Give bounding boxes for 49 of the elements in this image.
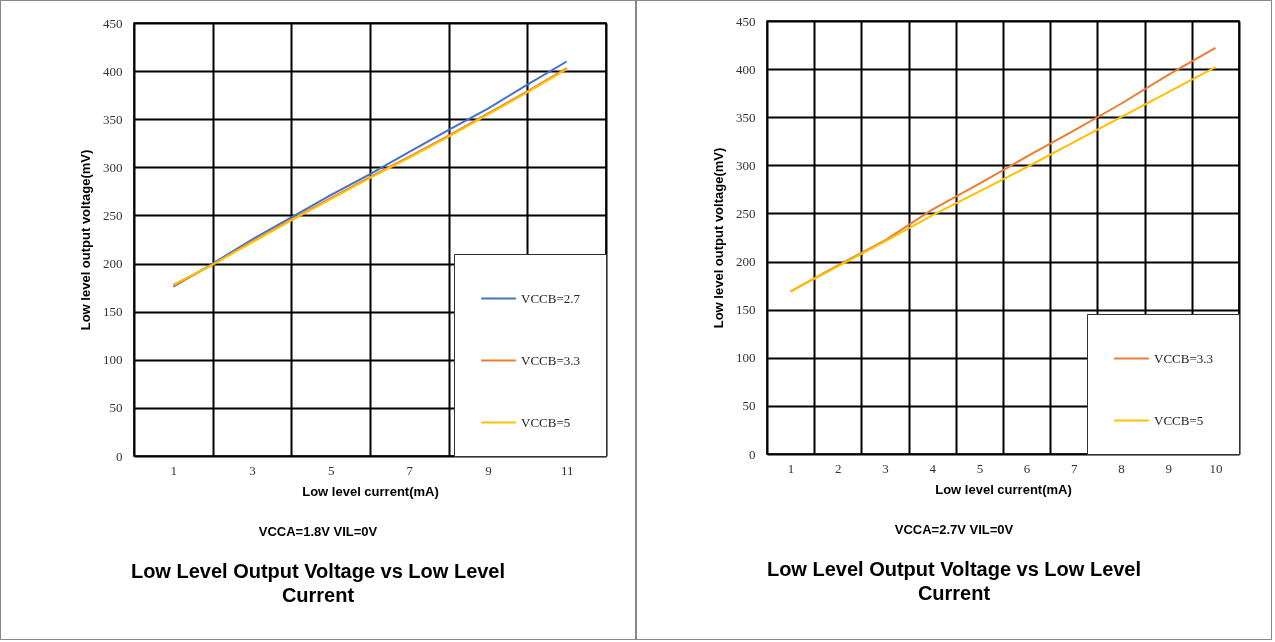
- y-axis-title: Low level output voltage(mV): [711, 147, 726, 329]
- legend-label: VCCB=5: [1154, 412, 1204, 428]
- text: VCCA=2.7V VIL=0V: [893, 522, 1015, 537]
- y-tick-label: 150: [736, 302, 756, 318]
- y-tick-label: 450: [736, 13, 756, 29]
- text: Low Level Output Voltage vs Low Level Current: [129, 559, 507, 607]
- legend-label: VCCB=2.7: [521, 290, 581, 306]
- y-tick-label: 400: [736, 61, 756, 77]
- x-axis-title: Low level current(mA): [935, 481, 1072, 497]
- legend-label: VCCB=3.3: [1154, 350, 1213, 366]
- x-tick-label: 3: [882, 460, 889, 476]
- x-tick-label: 1: [787, 460, 795, 476]
- text: VCCA=1.8V VIL=0V: [257, 524, 379, 539]
- legend-label: VCCB=5: [521, 414, 571, 430]
- x-tick-label: 3: [249, 462, 256, 478]
- x-tick-label: 9: [1165, 460, 1172, 476]
- y-tick-label: 50: [109, 400, 123, 416]
- y-tick-label: 250: [103, 207, 123, 223]
- y-tick-label: 300: [736, 157, 756, 173]
- y-tick-label: 350: [103, 111, 123, 127]
- x-tick-label: 5: [327, 462, 335, 478]
- y-tick-label: 150: [103, 304, 123, 320]
- y-tick-label: 100: [736, 350, 756, 366]
- y-tick-label: 0: [116, 448, 123, 464]
- x-tick-label: 2: [835, 460, 842, 476]
- legend-label: VCCB=3.3: [521, 352, 580, 368]
- x-tick-label: 10: [1209, 460, 1223, 476]
- y-tick-label: 200: [103, 256, 123, 272]
- y-tick-label: 250: [736, 205, 756, 221]
- x-tick-label: 1: [170, 462, 178, 478]
- y-tick-label: 400: [103, 63, 123, 79]
- text: Low Level Output Voltage vs Low Level Current: [765, 557, 1143, 605]
- y-axis-title: Low level output voltage(mV): [78, 149, 93, 331]
- x-tick-label: 5: [976, 460, 984, 476]
- x-tick-label: 11: [560, 462, 574, 478]
- x-tick-label: 8: [1118, 460, 1125, 476]
- y-tick-label: 350: [736, 109, 756, 125]
- x-axis-title: Low level current(mA): [302, 483, 439, 499]
- x-tick-label: 9: [485, 462, 492, 478]
- x-tick-label: 7: [406, 462, 414, 478]
- y-tick-label: 0: [749, 446, 756, 462]
- y-tick-label: 100: [103, 352, 123, 368]
- y-tick-label: 50: [742, 398, 756, 414]
- y-tick-label: 200: [736, 254, 756, 270]
- y-tick-label: 450: [103, 15, 123, 31]
- x-tick-label: 6: [1023, 460, 1031, 476]
- x-tick-label: 4: [929, 460, 937, 476]
- x-tick-label: 7: [1071, 460, 1079, 476]
- y-tick-label: 300: [103, 159, 123, 175]
